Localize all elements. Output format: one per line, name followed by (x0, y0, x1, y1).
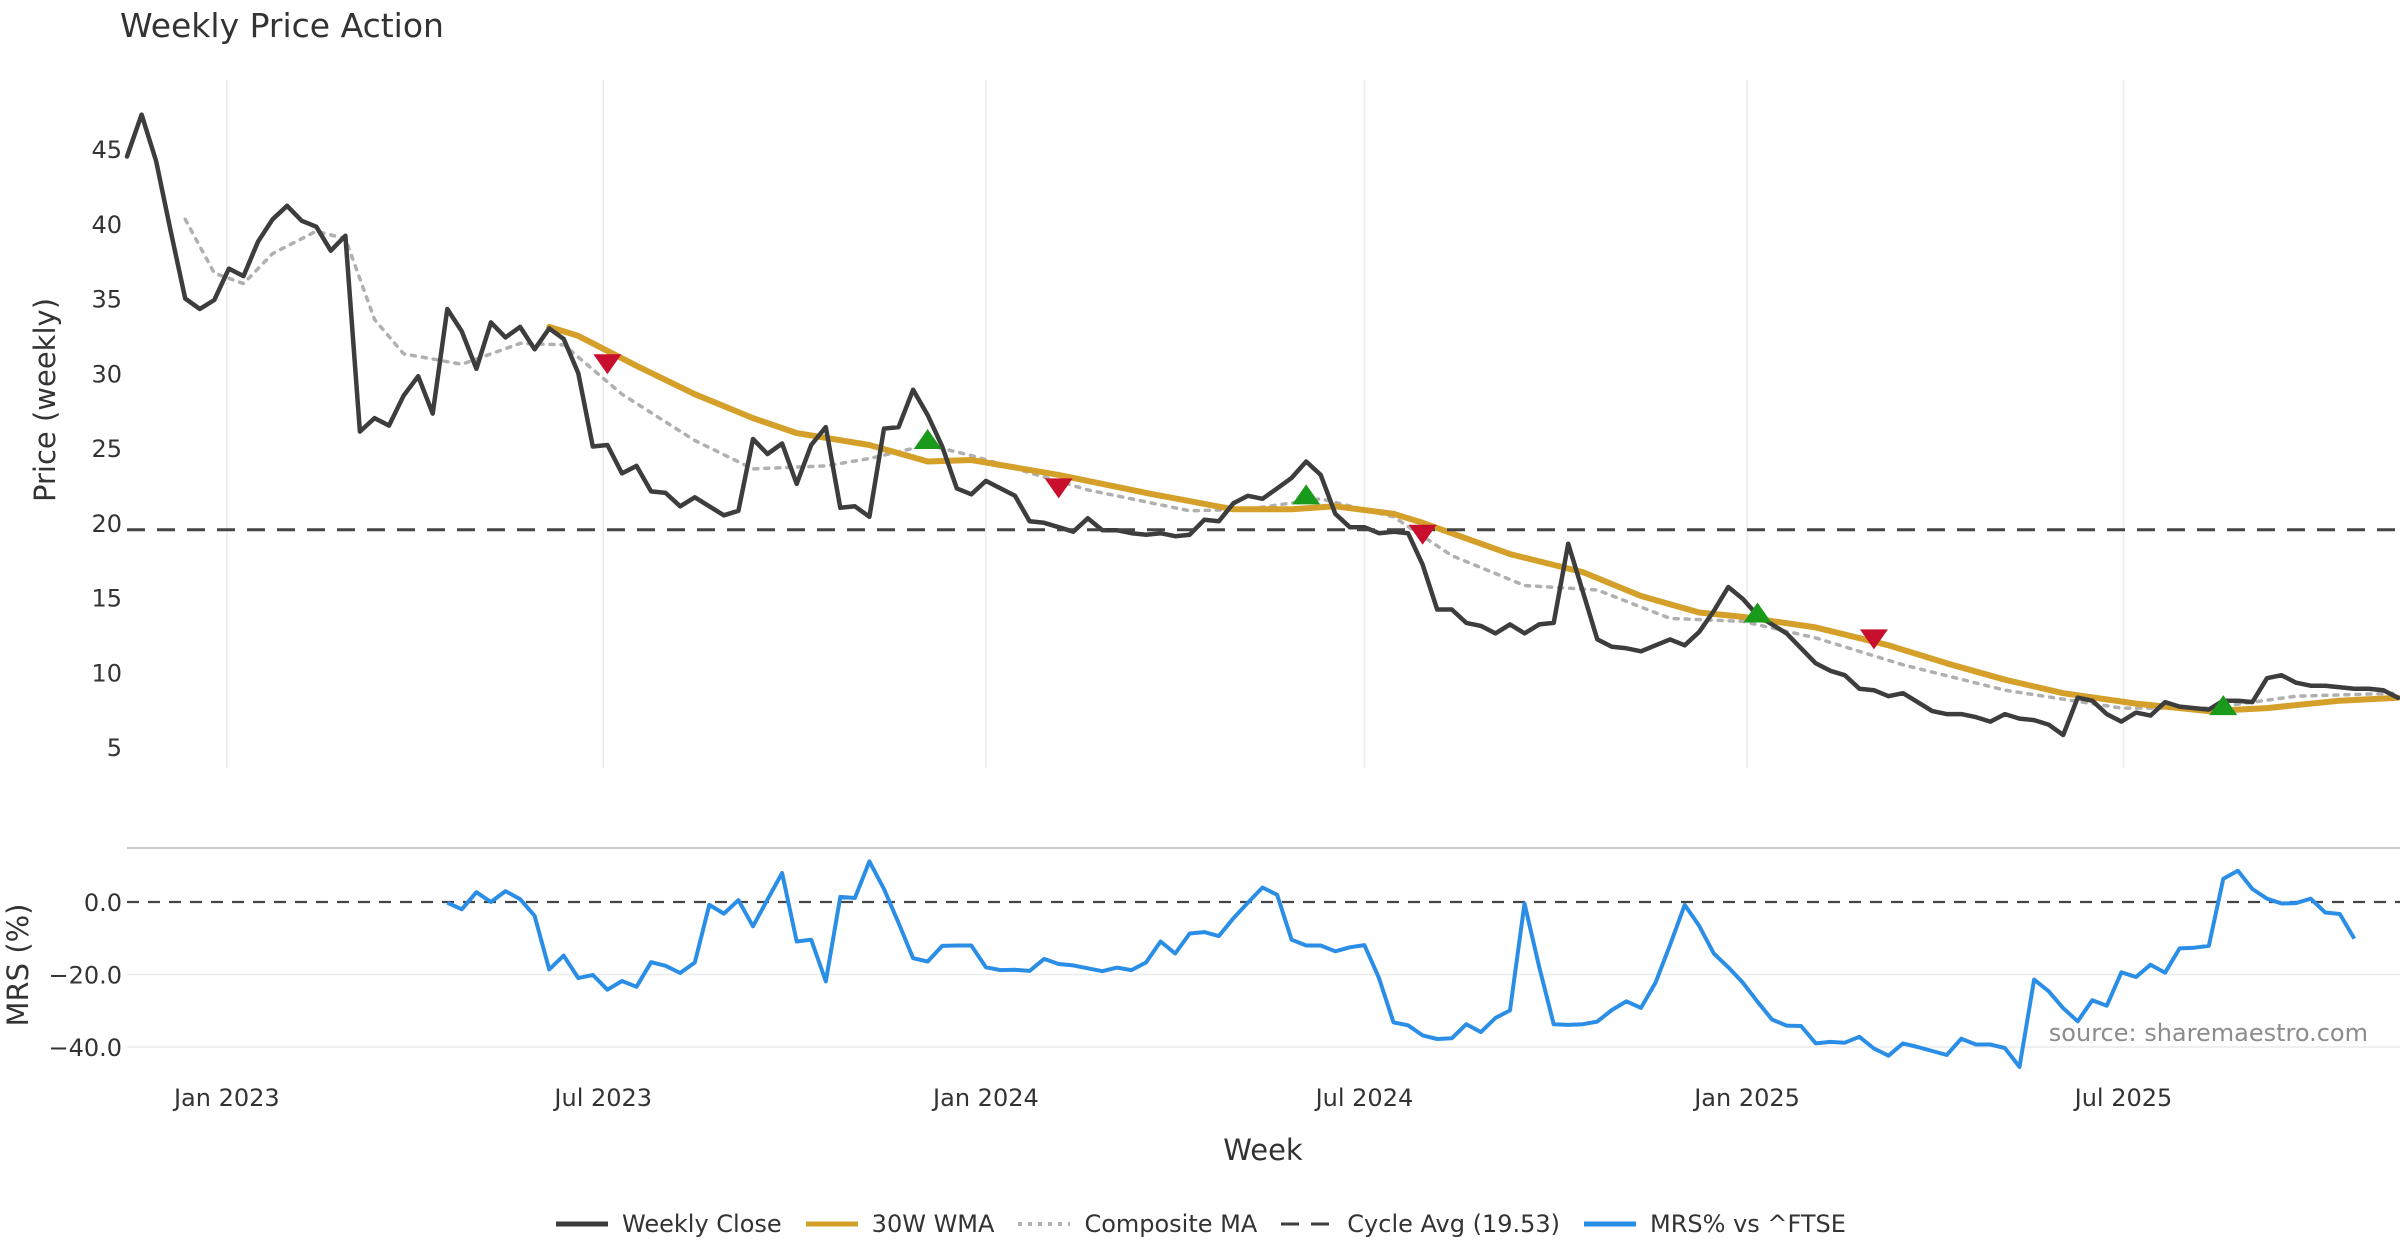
x-tick-label: Jan 2025 (1692, 1084, 1800, 1112)
legend-label: Composite MA (1084, 1210, 1258, 1238)
x-tick-label: Jan 2023 (172, 1084, 280, 1112)
sell-signal-marker (1859, 629, 1888, 650)
weekly-close-line (124, 112, 2400, 738)
legend-item: Cycle Avg (19.53) (1279, 1210, 1560, 1238)
legend-item: 30W WMA (804, 1210, 995, 1238)
x-tick-label: Jul 2025 (2073, 1084, 2173, 1112)
legend-label: 30W WMA (871, 1210, 995, 1238)
legend-swatch (556, 1221, 609, 1227)
legend-label: Cycle Avg (19.53) (1347, 1210, 1561, 1238)
legend-swatch (1281, 1222, 1334, 1226)
x-tick-label: Jul 2023 (552, 1084, 652, 1112)
buy-signal-marker (1743, 602, 1772, 623)
buy-signal-marker (2209, 695, 2238, 716)
price-y-tick-label: 20 (91, 510, 122, 538)
price-y-tick-label: 45 (91, 136, 122, 164)
price-y-tick-label: 25 (91, 435, 122, 463)
legend-label: Weekly Close (622, 1210, 782, 1238)
price-axis-label: Price (weekly) (28, 298, 62, 502)
legend-swatch (1018, 1222, 1071, 1226)
mrs-line (446, 859, 2357, 1069)
x-tick-label: Jul 2024 (1314, 1084, 1414, 1112)
legend-item: Weekly Close (554, 1210, 782, 1238)
legend-swatch (1584, 1221, 1637, 1227)
mrs-y-tick-label: −20.0 (48, 962, 122, 990)
chart-legend: Weekly Close 30W WMA Composite MA Cycle Avg… (0, 1210, 2400, 1238)
sell-signal-marker (1044, 478, 1073, 499)
chart-title: Weekly Price Action (120, 6, 444, 45)
x-tick-label: Jan 2024 (931, 1084, 1039, 1112)
legend-item: MRS% vs ^FTSE (1582, 1210, 1846, 1238)
price-y-tick-label: 30 (91, 360, 122, 388)
sell-signal-marker (1408, 524, 1437, 545)
price-y-tick-label: 40 (91, 211, 122, 239)
x-axis-label: Week (1223, 1133, 1303, 1167)
mrs-axis-label: MRS (%) (1, 904, 35, 1027)
price-y-tick-label: 35 (91, 286, 122, 314)
legend-item: Composite MA (1016, 1210, 1257, 1238)
legend-label: MRS% vs ^FTSE (1650, 1210, 1846, 1238)
mrs-y-tick-label: 0.0 (84, 889, 122, 917)
legend-swatch (805, 1221, 858, 1227)
buy-signal-marker (913, 429, 942, 450)
price-y-tick-label: 15 (91, 585, 122, 613)
sell-signal-marker (593, 354, 622, 375)
composite-ma-line (183, 217, 2400, 710)
mrs-y-tick-label: −40.0 (48, 1034, 122, 1062)
buy-signal-marker (1292, 484, 1321, 505)
source-text: source: sharemaestro.com (2048, 1019, 2368, 1047)
price-y-tick-label: 10 (91, 659, 122, 687)
price-y-tick-label: 5 (107, 734, 122, 762)
wma-30w-line (546, 323, 2400, 715)
